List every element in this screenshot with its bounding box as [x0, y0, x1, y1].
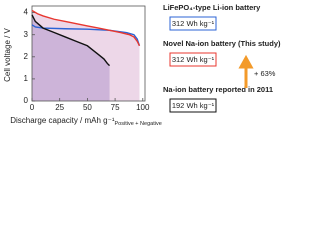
area — [32, 14, 110, 101]
label-box — [169, 98, 217, 113]
label-box — [169, 16, 217, 31]
legend-label: LiFePO₄-type Li-ion battery — [163, 3, 261, 12]
label-box — [169, 52, 217, 67]
line — [31, 24, 141, 46]
line — [31, 14, 111, 67]
x-tick-label: 0 — [30, 103, 35, 112]
y-tick-label: 3 — [24, 30, 29, 39]
x-tick-label: 25 — [55, 103, 64, 112]
x-axis-label: Discharge capacity / mAh g⁻¹Positive + N… — [10, 116, 162, 127]
x-tick-label: 100 — [136, 103, 150, 112]
y-tick-label: 4 — [24, 8, 29, 17]
y-tick-label: 2 — [24, 52, 29, 61]
x-axis-label-main: Discharge capacity / mAh g⁻¹ — [10, 116, 115, 125]
y-tick-label: 0 — [24, 96, 29, 105]
y-axis-label: Cell voltage / V — [3, 27, 12, 81]
energy-label: 192 Wh kg⁻¹ — [172, 101, 215, 110]
energy-label: 312 Wh kg⁻¹ — [172, 55, 215, 64]
y-tick-label: 1 — [24, 74, 29, 83]
annotations: LiFePO₄-type Li-ion battery 312 Wh kg⁻¹ … — [163, 3, 281, 113]
plot-frame — [31, 5, 146, 102]
legend-label: Novel Na-ion battery (This study) — [163, 39, 281, 48]
x-tick-label: 75 — [111, 103, 120, 112]
legend-label: Na-ion battery reported in 2011 — [163, 85, 273, 94]
line — [31, 9, 141, 47]
x-axis-label-sub: Positive + Negative — [115, 121, 162, 127]
arrow — [238, 54, 254, 88]
x-tick-label: 50 — [83, 103, 92, 112]
chart: Cell voltage / V Discharge capacity / mA… — [3, 3, 281, 127]
improvement-label: + 63% — [254, 69, 276, 78]
energy-label: 312 Wh kg⁻¹ — [172, 19, 215, 28]
